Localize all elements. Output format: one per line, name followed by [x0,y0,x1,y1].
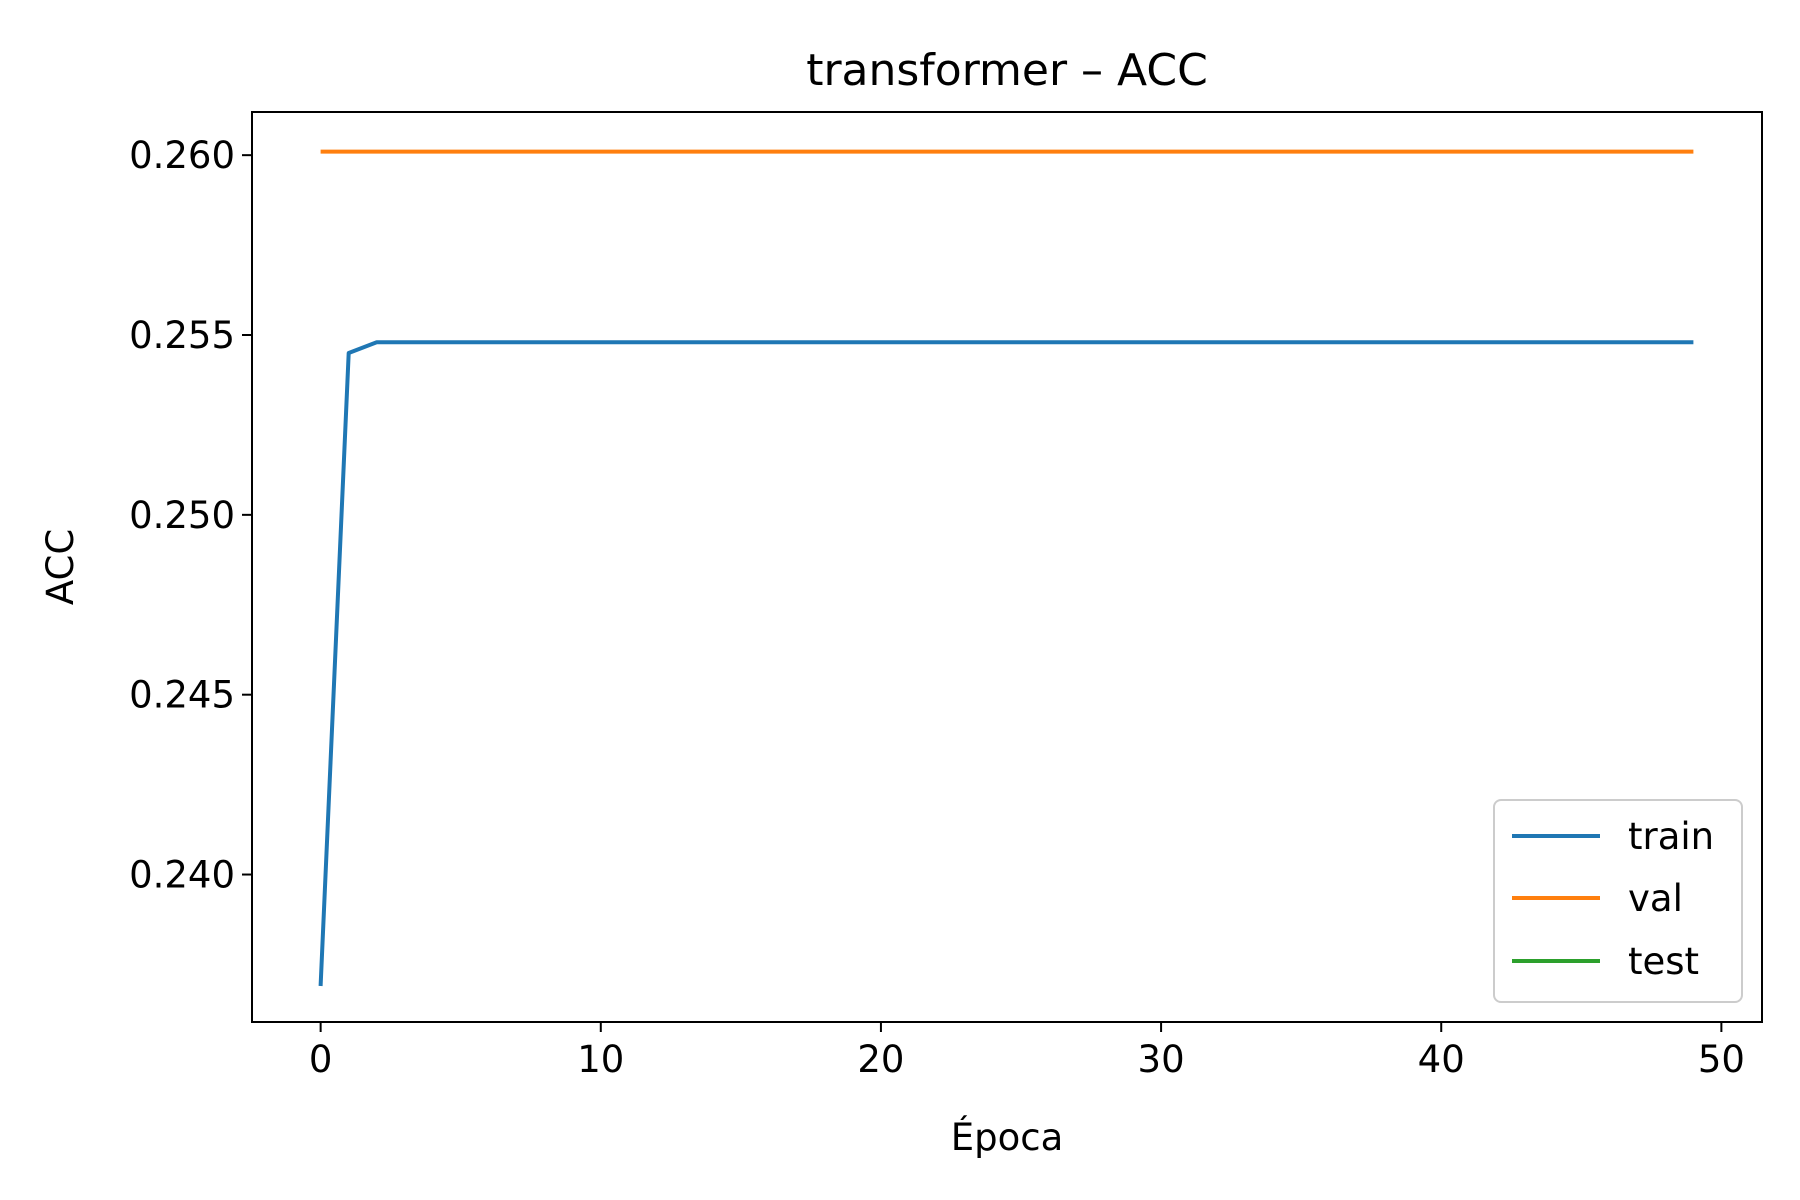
x-tick-label: 30 [1138,1038,1185,1081]
y-tick-label: 0.255 [129,314,235,357]
legend-label-val: val [1628,877,1683,920]
y-tick-label: 0.245 [129,674,235,717]
x-tick-label: 0 [309,1038,333,1081]
y-tick-label: 0.240 [129,854,235,897]
legend: train val test [1493,799,1743,1003]
legend-label-train: train [1628,815,1714,858]
plot-frame [251,111,1763,1023]
x-tick-label: 50 [1698,1038,1745,1081]
chart-title: transformer – ACC [806,45,1208,96]
legend-box [1493,799,1743,1003]
series-line-train [318,340,1694,987]
x-axis-ticks: 0 10 20 30 40 50 [309,1022,1745,1081]
x-tick-label: 20 [857,1038,904,1081]
legend-label-test: test [1628,940,1699,983]
y-tick-label: 0.250 [129,494,235,537]
x-tick-label: 10 [577,1038,624,1081]
y-axis-label: ACC [39,529,82,605]
y-tick-label: 0.260 [129,134,235,177]
x-tick-label: 40 [1418,1038,1465,1081]
y-axis-ticks: 0.240 0.245 0.250 0.255 0.260 [129,134,252,897]
plot-lines [318,149,1694,987]
x-axis-label: Época [951,1115,1064,1159]
